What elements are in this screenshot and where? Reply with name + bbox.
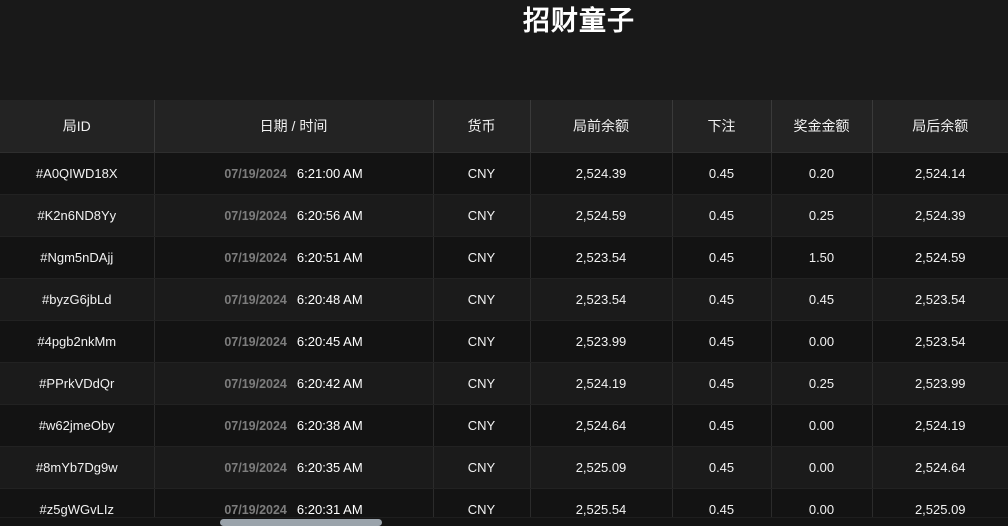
- history-table-container[interactable]: 局ID 日期 / 时间 货币 局前余额 下注 奖金金额 局后余额 #A0QIWD…: [0, 100, 1008, 526]
- cell-currency: CNY: [433, 278, 531, 321]
- table-row[interactable]: #4pgb2nkMm 07/19/2024 6:20:45 AM CNY 2,523.9…: [0, 320, 1008, 363]
- cell-balance-after: 2,524.39: [872, 194, 1008, 237]
- table-header: 局ID 日期 / 时间 货币 局前余额 下注 奖金金额 局后余额: [0, 100, 1008, 153]
- table-header-row: 局ID 日期 / 时间 货币 局前余额 下注 奖金金额 局后余额: [0, 100, 1008, 153]
- column-header-round-id[interactable]: 局ID: [0, 100, 155, 153]
- cell-bet: 0.45: [672, 236, 772, 279]
- cell-round-id: #4pgb2nkMm: [0, 320, 155, 363]
- column-header-currency[interactable]: 货币: [433, 100, 531, 153]
- cell-balance-after: 2,524.64: [872, 446, 1008, 489]
- cell-balance-before: 2,524.64: [530, 404, 673, 447]
- cell-balance-before: 2,523.54: [530, 236, 673, 279]
- cell-balance-before: 2,523.99: [530, 320, 673, 363]
- horizontal-scrollbar-track[interactable]: [0, 517, 1008, 526]
- column-header-balance-after[interactable]: 局后余额: [872, 100, 1008, 153]
- cell-bet: 0.45: [672, 194, 772, 237]
- cell-date: 07/19/2024: [224, 376, 287, 391]
- table-row[interactable]: #w62jmeOby 07/19/2024 6:20:38 AM CNY 2,524.6…: [0, 404, 1008, 447]
- cell-date-time: 07/19/2024 6:20:51 AM: [154, 236, 434, 279]
- cell-currency: CNY: [433, 320, 531, 363]
- cell-balance-before: 2,524.59: [530, 194, 673, 237]
- cell-currency: CNY: [433, 362, 531, 405]
- cell-win-amount: 0.00: [771, 446, 873, 489]
- cell-date: 07/19/2024: [224, 418, 287, 433]
- cell-round-id: #PPrkVDdQr: [0, 362, 155, 405]
- cell-round-id: #w62jmeOby: [0, 404, 155, 447]
- cell-date-time: 07/19/2024 6:21:00 AM: [154, 152, 434, 195]
- cell-date-time: 07/19/2024 6:20:48 AM: [154, 278, 434, 321]
- cell-date: 07/19/2024: [224, 166, 287, 181]
- cell-date: 07/19/2024: [224, 208, 287, 223]
- cell-currency: CNY: [433, 236, 531, 279]
- cell-currency: CNY: [433, 194, 531, 237]
- cell-time: 6:20:42 AM: [296, 375, 363, 391]
- cell-balance-before: 2,525.09: [530, 446, 673, 489]
- cell-bet: 0.45: [672, 404, 772, 447]
- cell-balance-before: 2,524.39: [530, 152, 673, 195]
- cell-win-amount: 0.00: [771, 320, 873, 363]
- cell-time: 6:21:00 AM: [296, 165, 363, 181]
- cell-time: 6:20:51 AM: [296, 249, 363, 265]
- cell-round-id: #Ngm5nDAjj: [0, 236, 155, 279]
- cell-win-amount: 1.50: [771, 236, 873, 279]
- cell-bet: 0.45: [672, 278, 772, 321]
- cell-balance-before: 2,523.54: [530, 278, 673, 321]
- table-body: #A0QIWD18X 07/19/2024 6:21:00 AM CNY 2,524.3…: [0, 152, 1008, 526]
- cell-balance-before: 2,524.19: [530, 362, 673, 405]
- table-row[interactable]: #K2n6ND8Yy 07/19/2024 6:20:56 AM CNY 2,524.5…: [0, 194, 1008, 237]
- page-title: 招财童子: [523, 6, 635, 36]
- cell-date-time: 07/19/2024 6:20:42 AM: [154, 362, 434, 405]
- cell-time: 6:20:48 AM: [296, 291, 363, 307]
- cell-round-id: #A0QIWD18X: [0, 152, 155, 195]
- cell-date: 07/19/2024: [224, 460, 287, 475]
- table-row[interactable]: #A0QIWD18X 07/19/2024 6:21:00 AM CNY 2,524.3…: [0, 152, 1008, 195]
- cell-time: 6:20:56 AM: [296, 207, 363, 223]
- cell-time: 6:20:35 AM: [296, 459, 363, 475]
- cell-currency: CNY: [433, 446, 531, 489]
- cell-balance-after: 2,523.54: [872, 320, 1008, 363]
- cell-balance-after: 2,524.59: [872, 236, 1008, 279]
- table-row[interactable]: #8mYb7Dg9w 07/19/2024 6:20:35 AM CNY 2,525.0…: [0, 446, 1008, 489]
- column-header-date-time[interactable]: 日期 / 时间: [154, 100, 434, 153]
- cell-win-amount: 0.00: [771, 404, 873, 447]
- column-header-win-amount[interactable]: 奖金金额: [771, 100, 873, 153]
- cell-balance-after: 2,523.54: [872, 278, 1008, 321]
- cell-date-time: 07/19/2024 6:20:35 AM: [154, 446, 434, 489]
- horizontal-scrollbar-thumb[interactable]: [220, 519, 382, 526]
- cell-time: 6:20:45 AM: [296, 333, 363, 349]
- cell-win-amount: 0.20: [771, 152, 873, 195]
- cell-date: 07/19/2024: [224, 502, 287, 517]
- column-header-balance-before[interactable]: 局前余额: [530, 100, 673, 153]
- cell-bet: 0.45: [672, 362, 772, 405]
- cell-date-time: 07/19/2024 6:20:45 AM: [154, 320, 434, 363]
- cell-win-amount: 0.25: [771, 194, 873, 237]
- table-row[interactable]: #PPrkVDdQr 07/19/2024 6:20:42 AM CNY 2,524.1…: [0, 362, 1008, 405]
- cell-time: 6:20:38 AM: [296, 417, 363, 433]
- cell-date: 07/19/2024: [224, 334, 287, 349]
- cell-currency: CNY: [433, 152, 531, 195]
- cell-balance-after: 2,523.99: [872, 362, 1008, 405]
- cell-date: 07/19/2024: [224, 250, 287, 265]
- table-row[interactable]: #Ngm5nDAjj 07/19/2024 6:20:51 AM CNY 2,523.5…: [0, 236, 1008, 279]
- cell-balance-after: 2,524.19: [872, 404, 1008, 447]
- cell-bet: 0.45: [672, 320, 772, 363]
- column-header-bet[interactable]: 下注: [672, 100, 772, 153]
- cell-bet: 0.45: [672, 446, 772, 489]
- title-band: 招财童子: [0, 0, 1008, 100]
- history-table: 局ID 日期 / 时间 货币 局前余额 下注 奖金金额 局后余额 #A0QIWD…: [0, 100, 1008, 526]
- cell-win-amount: 0.45: [771, 278, 873, 321]
- table-row[interactable]: #byzG6jbLd 07/19/2024 6:20:48 AM CNY 2,523.5…: [0, 278, 1008, 321]
- cell-currency: CNY: [433, 404, 531, 447]
- cell-date-time: 07/19/2024 6:20:56 AM: [154, 194, 434, 237]
- cell-round-id: #byzG6jbLd: [0, 278, 155, 321]
- cell-balance-after: 2,524.14: [872, 152, 1008, 195]
- cell-round-id: #8mYb7Dg9w: [0, 446, 155, 489]
- cell-date: 07/19/2024: [224, 292, 287, 307]
- cell-round-id: #K2n6ND8Yy: [0, 194, 155, 237]
- cell-win-amount: 0.25: [771, 362, 873, 405]
- cell-time: 6:20:31 AM: [296, 501, 363, 517]
- cell-date-time: 07/19/2024 6:20:38 AM: [154, 404, 434, 447]
- cell-bet: 0.45: [672, 152, 772, 195]
